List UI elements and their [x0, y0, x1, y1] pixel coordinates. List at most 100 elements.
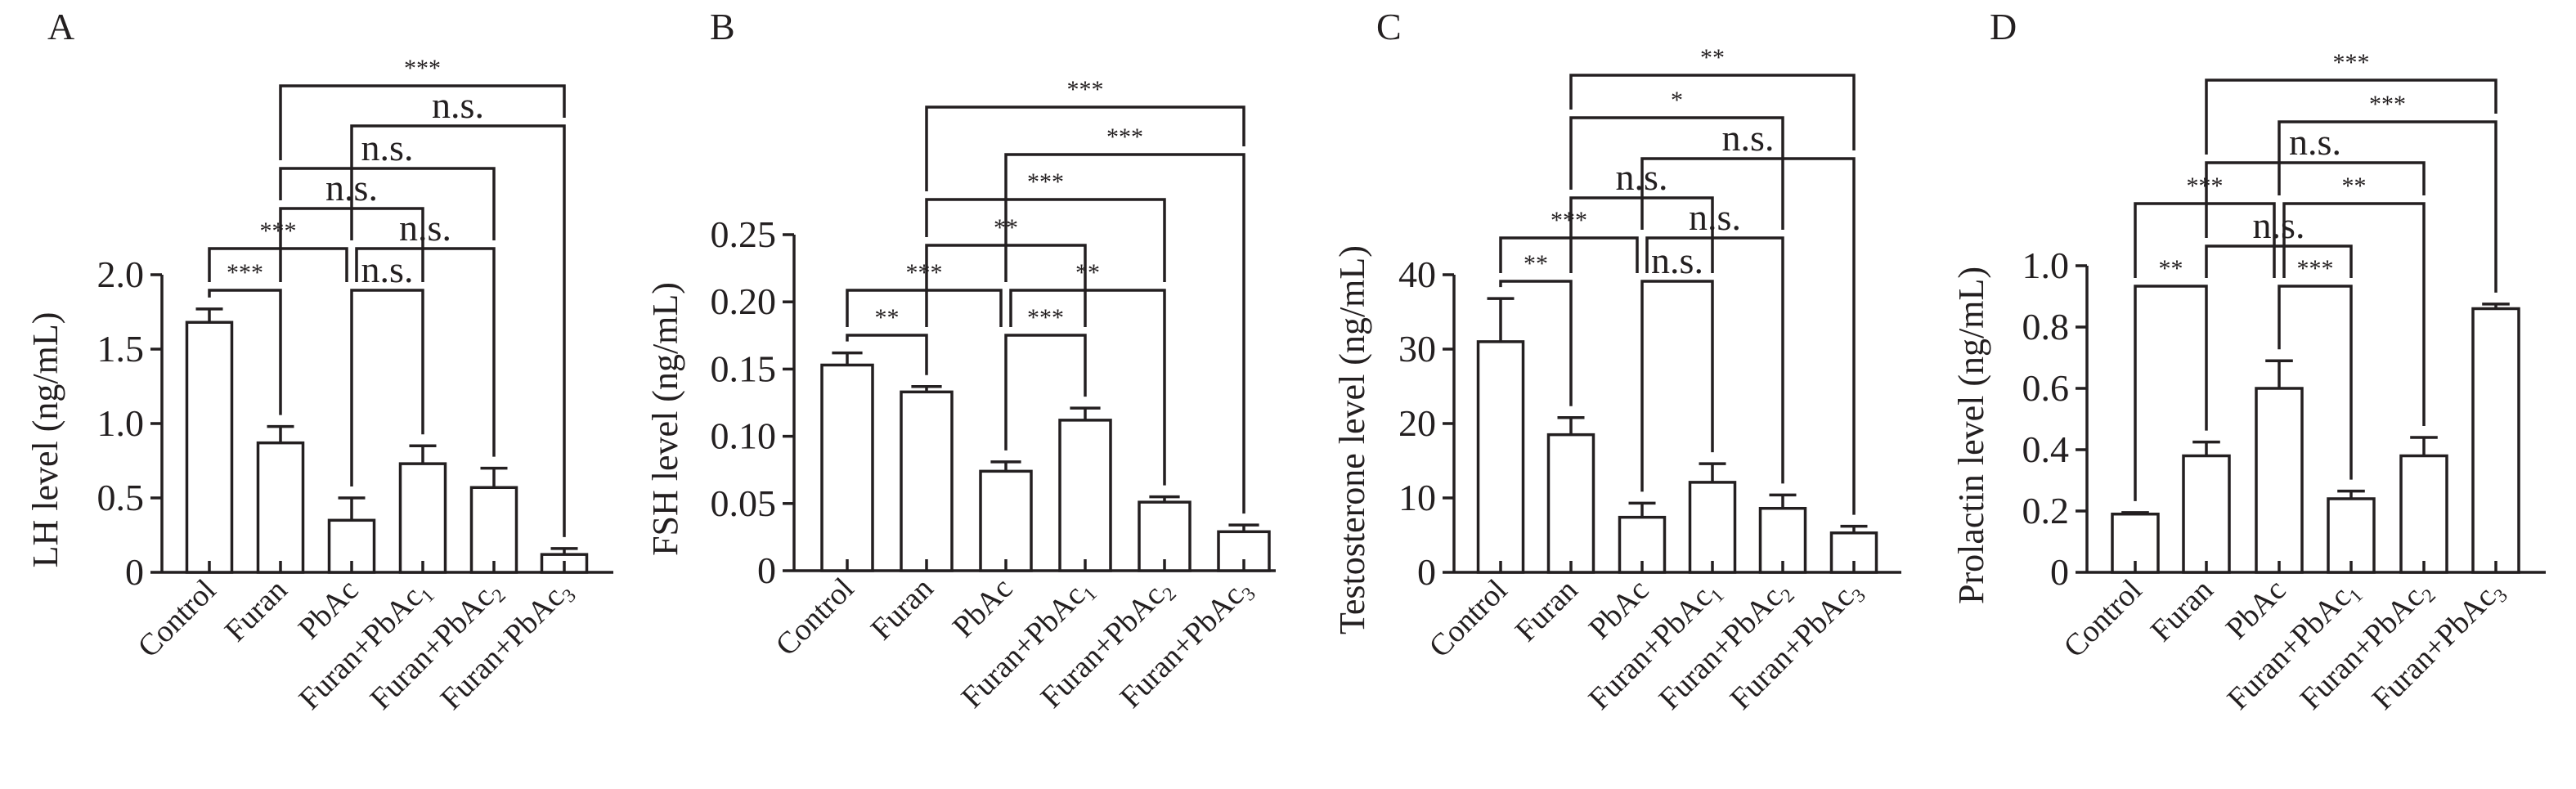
bracket-line: [355, 247, 496, 457]
x-tick-label-text: Furan: [864, 572, 940, 647]
bar: [1829, 531, 1878, 574]
significance-label: ***: [2333, 49, 2370, 76]
error-bar: [2410, 436, 2438, 456]
bracket-line: [2282, 202, 2426, 426]
x-tick-label-text: Furan: [2144, 573, 2219, 648]
error-bar: [2192, 440, 2220, 456]
bar-group-2: PbAc: [946, 460, 1033, 644]
y-tick-label: 2.0: [97, 253, 145, 295]
bracket-line: [2205, 78, 2497, 155]
error-bar: [1557, 415, 1585, 435]
significance-label: ***: [227, 259, 263, 286]
significance-bracket: ***: [2278, 255, 2353, 480]
bar: [2471, 307, 2520, 574]
bracket-line: [1569, 116, 1784, 230]
x-tick-label: Control: [1423, 573, 1515, 665]
significance-bracket: n.s.: [355, 207, 496, 457]
error-bar: [2121, 511, 2149, 514]
bar: [2399, 454, 2448, 574]
y-tick-label: 0.10: [711, 415, 777, 457]
panel-letter: D: [1990, 6, 2017, 47]
significance-bracket: ***: [2134, 173, 2276, 278]
x-tick-label: Control: [770, 572, 861, 663]
y-tick-label: 1.5: [97, 328, 145, 370]
significance-label: ***: [1027, 304, 1064, 331]
significance-bracket: n.s.: [2205, 121, 2426, 238]
bar: [820, 363, 874, 572]
significance-bracket: ***: [846, 259, 1003, 327]
significance-label: n.s.: [2253, 204, 2305, 246]
y-tick-label: 0.05: [711, 482, 777, 524]
significance-bracket: n.s.: [350, 84, 566, 537]
significance-bracket: ***: [2205, 49, 2497, 155]
x-tick-label-text: Control: [770, 572, 861, 663]
bracket-line: [1640, 157, 1856, 515]
y-tick-label: 10: [1398, 477, 1436, 518]
y-axis-label: LH level (ng/mL): [25, 312, 65, 568]
error-bar: [1628, 501, 1656, 518]
bracket-line: [2205, 161, 2426, 238]
significance-bracket: **: [2282, 173, 2426, 426]
significance-bracket: **: [2134, 255, 2208, 501]
bar-group-1: Furan: [864, 385, 954, 647]
significance-label: **: [1075, 259, 1100, 286]
bar: [1546, 433, 1595, 574]
bracket-line: [1004, 153, 1245, 514]
bracket-line: [2278, 285, 2353, 480]
significance-label: n.s.: [1651, 240, 1703, 281]
panel-letter: B: [710, 6, 735, 47]
significance-bracket: **: [1009, 259, 1166, 486]
bar: [2327, 497, 2376, 574]
significance-bracket: ***: [1004, 123, 1245, 514]
panel-A: A 0 0.5 1.0 1.5 2.0 LH level (ng/mL) ControlFur…: [25, 6, 613, 716]
x-tick-label-text: Control: [132, 573, 223, 665]
significance-label: **: [1524, 250, 1548, 277]
significance-bracket: **: [846, 304, 928, 375]
x-tick-label-text: Furan: [1509, 573, 1584, 648]
bar-group-0: Control: [1423, 297, 1525, 665]
y-axis-label: FSH level (ng/mL): [645, 282, 685, 556]
significance-label: ***: [260, 217, 297, 244]
y-tick-label: 0: [1417, 551, 1436, 593]
significance-label: n.s.: [361, 249, 414, 290]
bar: [979, 469, 1033, 572]
bracket-line: [1004, 334, 1087, 451]
bracket-line: [1499, 280, 1573, 406]
significance-bracket: ***: [2278, 91, 2497, 293]
significance-label: n.s.: [1722, 117, 1775, 159]
y-tick-label: 0.8: [2022, 306, 2070, 347]
error-bar: [2265, 359, 2293, 388]
bar: [2255, 387, 2304, 574]
error-bar: [550, 547, 578, 555]
x-tick-label: Furan: [218, 573, 294, 648]
bar: [469, 486, 518, 574]
significance-label: ***: [2187, 173, 2224, 199]
bar-group-0: Control: [770, 351, 874, 663]
error-bar: [1228, 523, 1259, 532]
y-tick-label: 0: [125, 551, 144, 593]
bracket-line: [1645, 236, 1784, 484]
error-bar: [1149, 495, 1180, 503]
significance-bracket: *: [1569, 87, 1784, 230]
significance-label: n.s.: [1689, 196, 1741, 238]
significance-label: *: [1671, 87, 1683, 114]
significance-label: n.s.: [432, 84, 484, 126]
error-bar: [267, 424, 294, 443]
y-tick-label: 0.20: [711, 280, 777, 322]
bracket-line: [279, 84, 566, 160]
x-tick-label-text: PbAc: [946, 572, 1019, 644]
y-tick-label: 0.4: [2022, 428, 2070, 470]
significance-bracket: n.s.: [1645, 196, 1784, 484]
x-tick-label: PbAc: [946, 572, 1019, 644]
significance-bracket: ***: [925, 76, 1245, 191]
significance-label: ***: [2297, 255, 2334, 282]
panel-C: C 0 10 20 30 40 Testosterone level (ng/mL) Cont…: [1332, 6, 1901, 716]
bracket-line: [846, 289, 1003, 327]
significance-bracket: ***: [1499, 207, 1639, 273]
significance-label: n.s.: [361, 127, 414, 168]
x-tick-label: Control: [2058, 573, 2149, 665]
error-bar: [338, 496, 366, 521]
y-tick-label: 0: [2050, 551, 2069, 593]
error-bar: [2337, 489, 2365, 499]
